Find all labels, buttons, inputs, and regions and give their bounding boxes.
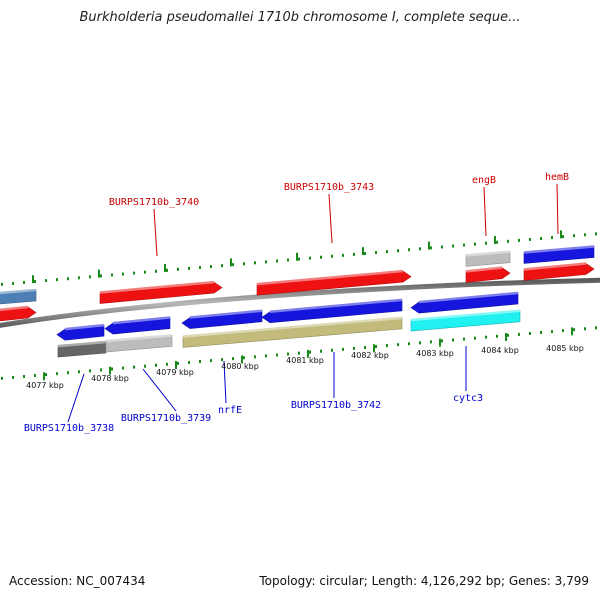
gene-arrow [0,288,37,305]
axis-tick-labels: 4077 kbp 4078 kbp 4079 kbp 4080 kbp 4081 kbp… [26,344,584,390]
gene-arrow-BURPS1710b_3738 [56,323,105,341]
gene-arrow-nrfE [181,309,263,329]
gene-label: hemB [545,172,569,183]
axis-tick-label: 4081 kbp [286,356,324,365]
gene-arrow [182,316,403,348]
axis-tick-label: 4085 kbp [546,344,584,353]
gene-arrow-engB [465,266,511,283]
gene-label: nrfE [218,405,242,416]
gene-arrow-BURPS1710b_3742 [261,298,403,324]
accession-text: Accession: NC_007434 [9,574,146,588]
gene-arrow-BURPS1710b_3743 [256,269,412,296]
label-leader-line [153,208,158,257]
gene-label: BURPS1710b_3738 [24,423,114,434]
label-leader-line [556,183,559,235]
gene-label: BURPS1710b_3743 [284,182,374,193]
gene-arrow [465,250,511,267]
axis-tick-label: 4077 kbp [26,381,64,390]
gene-arrow-hemB [523,262,595,281]
gene-arrow [105,334,173,353]
label-leader-line [328,193,333,244]
gene-label: cytc3 [453,393,483,404]
axis-tick-label: 4083 kbp [416,349,454,358]
gene-arrow-cytc3 [410,291,519,314]
gene-arrow [57,340,107,358]
gene-label: engB [472,175,496,186]
gene-label: BURPS1710b_3740 [109,197,199,208]
chromosome-backbone [0,277,600,328]
genome-summary-text: Topology: circular; Length: 4,126,292 bp… [259,574,589,588]
gene-arrow [410,309,521,332]
tick-marks [1,230,597,381]
axis-tick-label: 4084 kbp [481,346,519,355]
gene-arrow-BURPS1710b_3739 [104,316,171,335]
gene-features [0,245,595,358]
gene-label: BURPS1710b_3742 [291,400,381,411]
gene-arrow-BURPS1710b_3740 [99,280,223,304]
label-leader-line [483,186,487,237]
axis-tick-label: 4082 kbp [351,351,389,360]
axis-tick-label: 4079 kbp [156,368,194,377]
gene-label: BURPS1710b_3739 [121,413,211,424]
axis-tick-label: 4078 kbp [91,374,129,383]
label-leaders [67,183,559,423]
label-leader-line [223,360,227,404]
gene-arrow [0,305,37,322]
label-leader-line [67,373,85,423]
map-title: Burkholderia pseudomallei 1710b chromoso… [79,10,521,25]
gene-arrow [523,245,595,264]
feature-labels: BURPS1710b_3740 BURPS1710b_3743 engB hemB BU… [24,172,569,434]
label-leader-line [142,368,177,412]
axis-tick-label: 4080 kbp [221,362,259,371]
